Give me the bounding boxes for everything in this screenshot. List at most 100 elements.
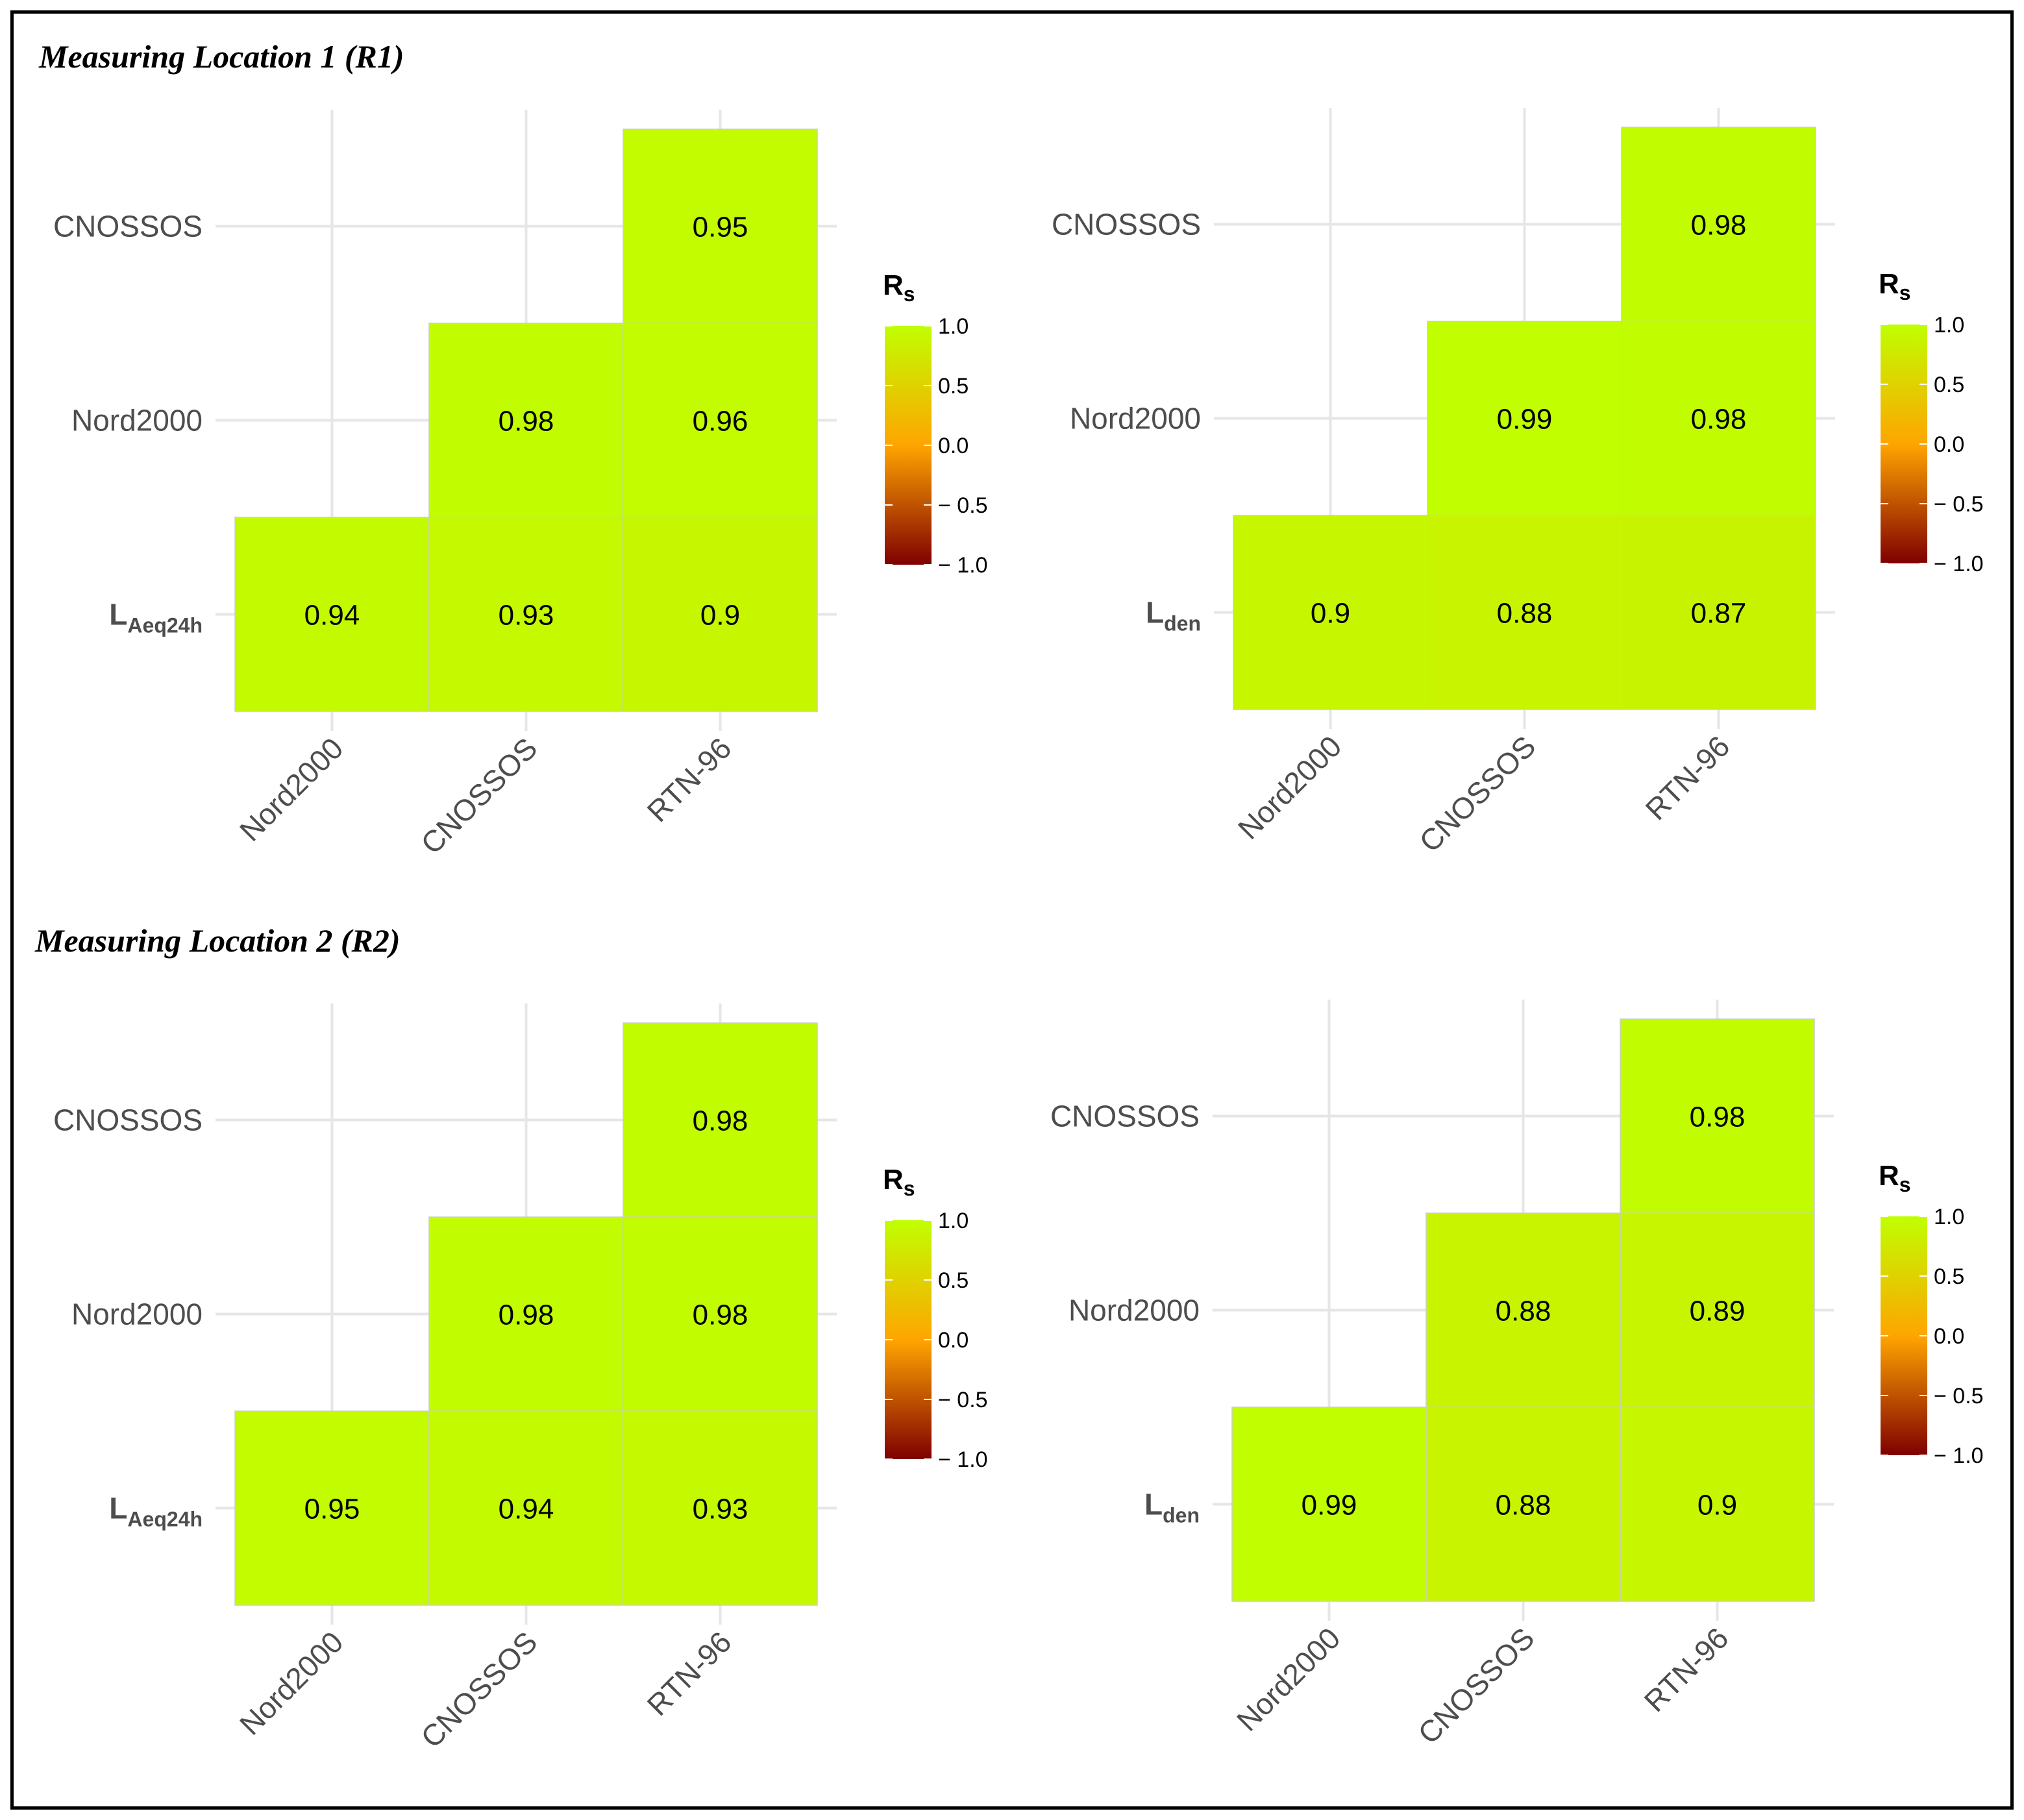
colorbar-tick-label: − 0.5 [1934,1384,1984,1408]
colorbar-legend: Rs 1.0 0.5 0.0 − 0.5 − 1.0 [1879,268,1984,576]
colorbar-tick-label: 1.0 [938,314,969,339]
heatmap-tile [623,1216,818,1412]
colorbar-tick-label: 0.5 [938,374,969,399]
tile-value-label: 0.94 [499,1494,554,1525]
colorbar-legend: Rs 1.0 0.5 0.0 − 0.5 − 1.0 [883,1164,988,1472]
heatmap-tile [1621,515,1816,710]
heatmap-tile [623,129,818,324]
heatmap-panel-3: 0.95 0.94 0.93 0.98 0.98 0.98 LAeq24h Nord2000 C… [53,1003,988,1754]
tile-value-label: 0.98 [1690,1101,1746,1133]
legend-title: Rs [883,269,915,306]
colorbar-tick-label: 1.0 [938,1209,969,1233]
x-tick-label: RTN-96 [641,1625,738,1722]
colorbar-tick-label: 0.5 [1934,373,1964,397]
heatmap-panel-2: 0.9 0.88 0.87 0.99 0.98 0.98 Lden Nord2000 CNOSS… [1052,108,1984,859]
section-title-r2: Measuring Location 2 (R2) [35,922,401,959]
colorbar-legend: Rs 1.0 0.5 0.0 − 0.5 − 1.0 [883,269,988,578]
y-tick-label: Nord2000 [1068,1294,1200,1327]
x-tick-label: CNOSSOS [414,731,543,860]
tile-value-label: 0.9 [1311,598,1350,630]
heatmap-tile [428,323,624,518]
colorbar-tick-label: − 0.5 [938,493,988,518]
colorbar-tick-label: 0.0 [938,434,969,458]
colorbar-tick-label: 0.0 [1934,1324,1964,1349]
tile-value-label: 0.99 [1302,1490,1357,1521]
tile-value-label: 0.88 [1496,1296,1551,1327]
x-tick-label: RTN-96 [641,731,738,828]
heatmap-tile [1233,515,1428,710]
tile-value-label: 0.98 [499,406,554,437]
tile-value-label: 0.98 [693,1105,748,1137]
heatmap-tile [623,1410,818,1606]
y-tick-label: CNOSSOS [53,210,203,243]
heatmap-tile [1425,1212,1621,1408]
heatmap-tile [234,517,430,712]
y-tick-label: Nord2000 [71,404,203,437]
heatmap-tile [623,1022,818,1218]
heatmap-tile [1427,321,1622,516]
x-tick-label: RTN-96 [1638,1621,1735,1718]
colorbar-legend: Rs 1.0 0.5 0.0 − 0.5 − 1.0 [1879,1160,1984,1468]
x-tick-label: Nord2000 [1231,729,1348,846]
heatmap-tile [1621,127,1816,322]
x-tick-label: RTN-96 [1639,729,1736,826]
tile-value-label: 0.88 [1497,598,1553,630]
tile-value-label: 0.98 [499,1299,554,1331]
tile-value-label: 0.94 [304,600,360,632]
heatmap-tile [1620,1212,1815,1408]
y-tick-label: Nord2000 [1070,402,1201,436]
colorbar-tick-label: − 1.0 [938,553,988,578]
colorbar-tick-label: − 1.0 [1934,552,1984,576]
legend-title: Rs [1879,1160,1911,1196]
legend-title: Rs [1879,268,1911,304]
colorbar-tick-label: 0.5 [1934,1264,1964,1289]
section-title-r1: Measuring Location 1 (R1) [39,38,404,75]
x-tick-label: Nord2000 [233,731,350,848]
colorbar-tick-label: 1.0 [1934,313,1964,338]
tile-value-label: 0.96 [693,406,748,437]
x-tick-label: CNOSSOS [414,1625,543,1754]
colorbar-tick-label: − 0.5 [1934,492,1984,517]
legend-title: Rs [883,1164,915,1200]
colorbar-tick-label: − 1.0 [938,1447,988,1472]
tile-value-label: 0.9 [1697,1490,1737,1521]
y-tick-label: Nord2000 [71,1297,203,1331]
x-tick-label: Nord2000 [233,1625,350,1741]
tile-value-label: 0.99 [1497,404,1553,436]
heatmap-panel-4: 0.99 0.88 0.9 0.88 0.89 0.98 Lden Nord2000 CNOSS… [1050,1000,1984,1751]
colorbar-tick-label: 0.0 [938,1328,969,1353]
y-tick-label: LAeq24h [109,598,203,637]
tile-value-label: 0.98 [693,1299,748,1331]
heatmap-tile [1620,1407,1815,1602]
heatmap-tile [428,1410,624,1606]
tile-value-label: 0.93 [693,1494,748,1525]
y-tick-label: CNOSSOS [1050,1100,1200,1133]
tile-value-label: 0.89 [1690,1296,1746,1327]
y-tick-label: CNOSSOS [1052,208,1201,241]
colorbar-tick-label: 1.0 [1934,1205,1964,1229]
tile-value-label: 0.87 [1691,598,1747,630]
tile-value-label: 0.95 [304,1494,360,1525]
heatmap-tile [1621,321,1816,516]
y-tick-label: LAeq24h [109,1492,203,1531]
heatmap-tile [1620,1018,1815,1214]
heatmap-tile [1425,1407,1621,1602]
colorbar-tick-label: − 0.5 [938,1388,988,1412]
y-tick-label: CNOSSOS [53,1103,203,1137]
x-tick-label: CNOSSOS [1413,729,1542,858]
heatmap-tile [1427,515,1622,710]
colorbar-tick-label: 0.5 [938,1268,969,1293]
tile-value-label: 0.93 [499,600,554,632]
x-tick-label: CNOSSOS [1411,1621,1540,1750]
tile-value-label: 0.95 [693,212,748,243]
colorbar-tick-label: − 1.0 [1934,1444,1984,1468]
colorbar-tick-label: 0.0 [1934,432,1964,457]
tile-value-label: 0.98 [1691,404,1747,436]
y-tick-label: Lden [1144,1488,1200,1527]
tile-value-label: 0.9 [700,600,740,632]
heatmap-tile [428,1216,624,1412]
x-tick-label: Nord2000 [1230,1621,1347,1738]
heatmap-tile [1231,1407,1427,1602]
heatmap-panel-1: 0.94 0.93 0.9 0.98 0.96 0.95 LAeq24h Nord2000 CN… [53,110,988,861]
